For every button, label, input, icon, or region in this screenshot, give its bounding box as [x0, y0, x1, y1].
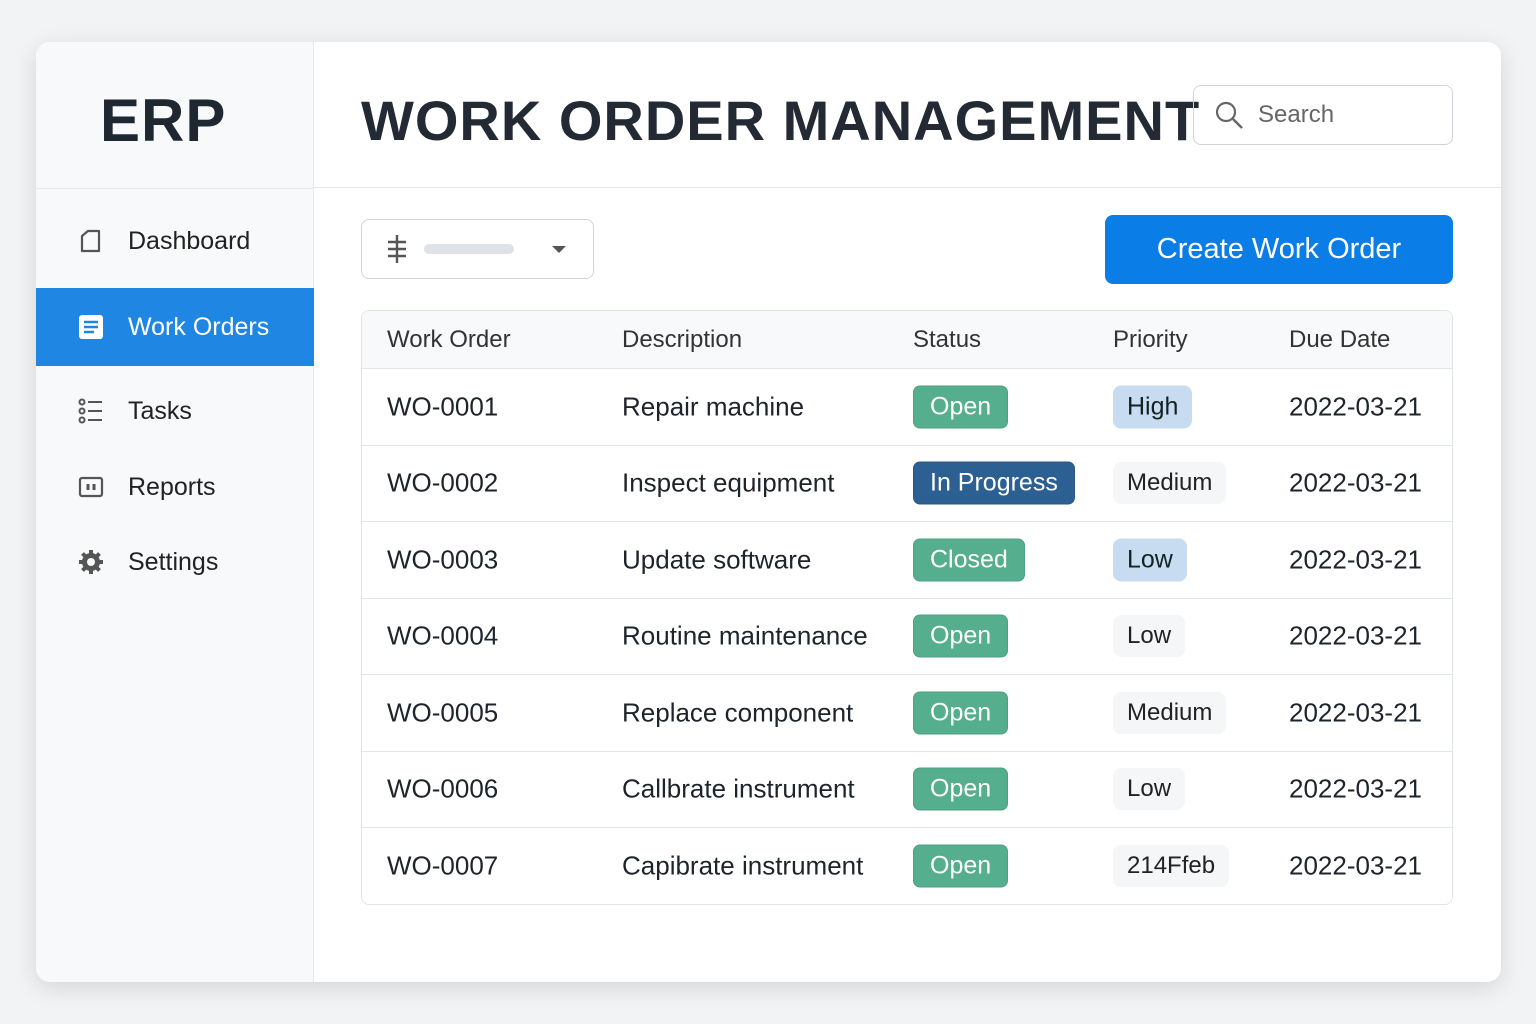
priority-badge: Medium [1113, 462, 1227, 505]
table-row[interactable]: WO-0004 Routine maintenance Open Low 2022-03… [362, 599, 1452, 675]
priority-badge: Low [1113, 615, 1186, 658]
search-input[interactable]: Search [1193, 85, 1453, 145]
sidebar-item-label: Dashboard [128, 226, 251, 255]
table-row[interactable]: WO-0007 Capibrate instrument Open 214Ffeb 20… [362, 828, 1452, 904]
search-placeholder: Search [1258, 101, 1335, 128]
status-badge: Open [913, 385, 1009, 429]
divider [314, 187, 1501, 188]
sidebar-item-settings[interactable]: Settings [36, 523, 314, 601]
due-date: 2022-03-21 [1289, 850, 1422, 881]
column-header[interactable]: Status [913, 325, 982, 353]
table-row[interactable]: WO-0006 Callbrate instrument Open Low 2022-0… [362, 752, 1452, 828]
due-date: 2022-03-21 [1289, 773, 1422, 804]
page-title: WORK ORDER MANAGEMENT [361, 89, 1201, 152]
column-header[interactable]: Due Date [1289, 325, 1391, 353]
description: Capibrate instrument [622, 850, 864, 881]
due-date: 2022-03-21 [1289, 467, 1422, 498]
priority-badge: Medium [1113, 691, 1227, 734]
search-icon [1215, 101, 1243, 129]
app-window: ERP Dashboard Work Orders Tasks Reports … [36, 42, 1501, 982]
document-icon [76, 226, 106, 256]
reports-icon [76, 472, 106, 502]
work-order-id[interactable]: WO-0001 [387, 391, 499, 422]
divider [36, 188, 314, 189]
status-badge: In Progress [913, 461, 1075, 505]
description: Routine maintenance [622, 620, 868, 651]
column-header[interactable]: Work Order [387, 325, 511, 353]
sidebar-item-work-orders[interactable]: Work Orders [36, 288, 314, 366]
due-date: 2022-03-21 [1289, 391, 1422, 422]
filter-value-placeholder [424, 244, 514, 254]
sidebar-item-dashboard[interactable]: Dashboard [36, 202, 314, 280]
table-header: Work Order Description Status Priority D… [362, 311, 1452, 369]
status-badge: Open [913, 844, 1009, 888]
filter-icon [388, 235, 406, 263]
table-row[interactable]: WO-0003 Update software Closed Low 2022-03-2… [362, 522, 1452, 599]
column-header[interactable]: Description [622, 325, 743, 353]
sidebar-item-label: Tasks [128, 396, 192, 425]
list-icon [76, 396, 106, 426]
create-work-order-button[interactable]: Create Work Order [1105, 215, 1453, 284]
description: Replace component [622, 697, 854, 728]
sidebar-item-reports[interactable]: Reports [36, 448, 314, 526]
column-header[interactable]: Priority [1113, 325, 1188, 353]
work-order-id[interactable]: WO-0003 [387, 544, 499, 575]
work-order-id[interactable]: WO-0006 [387, 773, 499, 804]
description: Update software [622, 544, 812, 575]
logo: ERP [100, 87, 227, 154]
sidebar: ERP Dashboard Work Orders Tasks Reports … [36, 42, 314, 982]
due-date: 2022-03-21 [1289, 697, 1422, 728]
priority-badge: High [1113, 385, 1193, 429]
status-badge: Open [913, 691, 1009, 735]
sidebar-item-tasks[interactable]: Tasks [36, 372, 314, 450]
due-date: 2022-03-21 [1289, 620, 1422, 651]
priority-badge: Low [1113, 538, 1187, 582]
work-orders-icon [76, 312, 106, 342]
sidebar-item-label: Work Orders [128, 312, 270, 341]
table-row[interactable]: WO-0002 Inspect equipment In Progress Mediu… [362, 446, 1452, 522]
work-orders-table: Work Order Description Status Priority D… [361, 310, 1453, 905]
sidebar-item-label: Settings [128, 547, 219, 576]
gear-icon [76, 547, 106, 577]
work-order-id[interactable]: WO-0007 [387, 850, 499, 881]
chevron-down-icon [552, 245, 566, 253]
description: Repair machine [622, 391, 805, 422]
work-order-id[interactable]: WO-0004 [387, 620, 499, 651]
table-row[interactable]: WO-0001 Repair machine Open High 2022-03-21 [362, 369, 1452, 446]
work-order-id[interactable]: WO-0002 [387, 467, 499, 498]
description: Inspect equipment [622, 467, 835, 498]
status-badge: Closed [913, 538, 1025, 582]
table-row[interactable]: WO-0005 Replace component Open Medium 2022-0… [362, 675, 1452, 752]
due-date: 2022-03-21 [1289, 544, 1422, 575]
priority-badge: Low [1113, 768, 1186, 811]
priority-badge: 214Ffeb [1113, 845, 1230, 888]
filter-dropdown[interactable] [361, 219, 594, 279]
status-badge: Open [913, 614, 1009, 658]
status-badge: Open [913, 767, 1009, 811]
work-order-id[interactable]: WO-0005 [387, 697, 499, 728]
sidebar-item-label: Reports [128, 472, 216, 501]
description: Callbrate instrument [622, 773, 855, 804]
